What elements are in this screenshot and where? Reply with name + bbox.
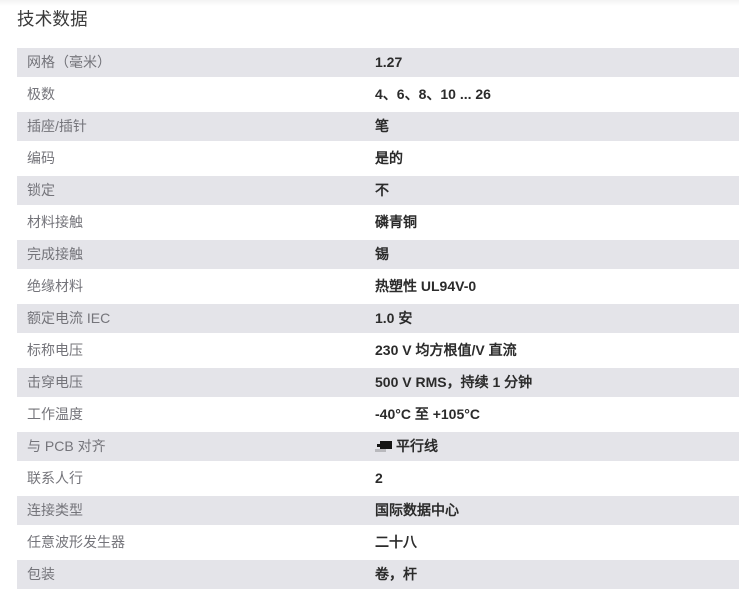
row-value-text: 230 V 均方根值/V 直流 [375,342,517,358]
row-value-text: 平行线 [396,438,438,454]
row-value: 锡 [375,240,739,269]
table-row: 击穿电压 500 V RMS，持续 1 分钟 [17,368,739,397]
row-label: 联系人行 [27,470,83,486]
row-value: 500 V RMS，持续 1 分钟 [375,368,739,397]
row-value: 卷，杆 [375,560,739,589]
table-row: 锁定 不 [17,176,739,205]
row-label: 完成接触 [27,246,83,262]
row-value-text: 锡 [375,246,389,262]
row-value-text: 热塑性 UL94V-0 [375,278,477,294]
pcb-parallel-icon [375,441,392,452]
table-row: 插座/插针 笔 [17,112,739,141]
row-value: 二十八 [375,528,739,557]
page-title: 技术数据 [17,9,88,29]
row-value: 1.27 [375,48,739,77]
row-value: 热塑性 UL94V-0 [375,272,739,301]
row-value-text: 不 [375,182,389,198]
table-row: 网格（毫米） 1.27 [17,48,739,77]
table-row: 绝缘材料 热塑性 UL94V-0 [17,272,739,301]
table-row: 编码 是的 [17,144,739,173]
row-value-text: 1.0 安 [375,310,413,326]
row-value: 国际数据中心 [375,496,739,525]
table-row: 额定电流 IEC 1.0 安 [17,304,739,333]
row-label: 连接类型 [27,502,83,518]
row-label: 额定电流 IEC [27,310,111,326]
row-value: 笔 [375,112,739,141]
row-value-text: 1.27 [375,54,403,70]
table-row: 任意波形发生器 二十八 [17,528,739,557]
row-value-text: 2 [375,470,383,486]
table-row: 包装 卷，杆 [17,560,739,589]
row-value-text: 笔 [375,118,389,134]
row-value-text: 500 V RMS，持续 1 分钟 [375,374,533,390]
row-value-text: 国际数据中心 [375,502,459,518]
table-row: 连接类型 国际数据中心 [17,496,739,525]
row-value-text: 4、6、8、10 ... 26 [375,86,491,102]
row-label: 标称电压 [27,342,83,358]
row-label: 工作温度 [27,406,83,422]
row-label: 包装 [27,566,55,582]
table-row: 联系人行 2 [17,464,739,493]
row-label: 绝缘材料 [27,278,83,294]
row-value-text: -40°C 至 +105°C [375,406,480,422]
row-value: 4、6、8、10 ... 26 [375,80,739,109]
technical-data-table: 网格（毫米） 1.27 极数 4、6、8、10 ... 26 插座/插针 笔编码 是的锁定 不… [17,48,739,589]
row-value: 不 [375,176,739,205]
row-value-text: 卷，杆 [375,566,417,582]
table-row: 材料接触 磷青铜 [17,208,739,237]
row-value-text: 磷青铜 [375,214,417,230]
row-value: 是的 [375,144,739,173]
row-value: 平行线 [375,432,739,461]
row-value: 磷青铜 [375,208,739,237]
row-label: 锁定 [27,182,55,198]
row-label: 插座/插针 [27,118,87,134]
table-row: 标称电压 230 V 均方根值/V 直流 [17,336,739,365]
row-value: 230 V 均方根值/V 直流 [375,336,739,365]
table-row: 极数 4、6、8、10 ... 26 [17,80,739,109]
row-label: 材料接触 [27,214,83,230]
row-value: 1.0 安 [375,304,739,333]
row-label: 与 PCB 对齐 [27,438,106,454]
table-row: 工作温度 -40°C 至 +105°C [17,400,739,429]
table-row: 与 PCB 对齐 平行线 [17,432,739,461]
table-row: 完成接触 锡 [17,240,739,269]
row-label: 编码 [27,150,55,166]
row-value-text: 是的 [375,150,403,166]
row-value: -40°C 至 +105°C [375,400,739,429]
row-label: 任意波形发生器 [27,534,125,550]
row-label: 网格（毫米） [27,54,111,70]
row-value: 2 [375,464,739,493]
row-label: 击穿电压 [27,374,83,390]
row-label: 极数 [27,86,55,102]
row-value-text: 二十八 [375,534,417,550]
